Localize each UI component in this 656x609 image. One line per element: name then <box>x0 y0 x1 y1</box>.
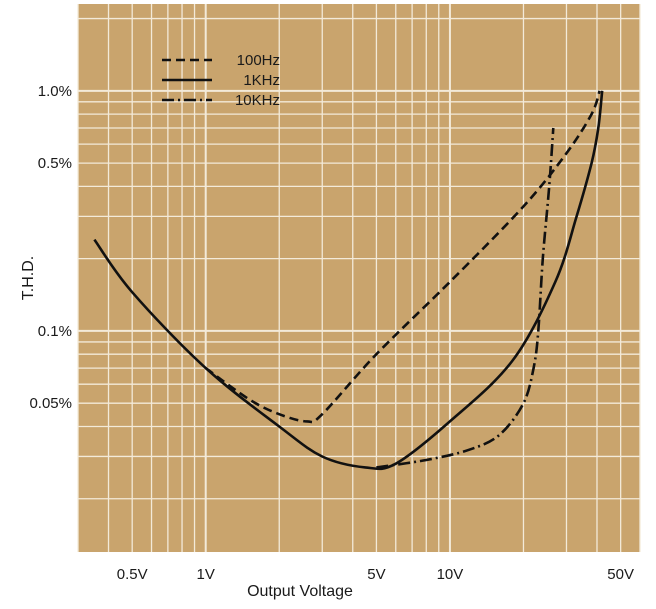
y-tick-label: 0.1% <box>38 323 72 340</box>
x-tick-label: 1V <box>197 566 215 583</box>
series-group <box>93 90 604 471</box>
legend-label-10khz: 10KHz <box>235 92 280 109</box>
grid <box>77 4 641 552</box>
y-axis-title: T.H.D. <box>20 256 37 300</box>
series-line-100hz <box>204 90 601 424</box>
series-line-1khz <box>93 90 604 471</box>
y-tick-label: 1.0% <box>38 83 72 100</box>
x-tick-label: 5V <box>367 566 385 583</box>
legend-label-100hz: 100Hz <box>237 52 280 69</box>
y-tick-label: 0.05% <box>29 395 72 412</box>
legend-label-1khz: 1KHz <box>243 72 280 89</box>
x-axis-title: Output Voltage <box>247 583 353 600</box>
y-tick-label: 0.5% <box>38 155 72 172</box>
series-line-10khz <box>376 127 555 469</box>
x-tick-label: 50V <box>607 566 634 583</box>
y-axis-ticks: 1.0% 0.5% 0.1% 0.05% <box>29 83 72 412</box>
x-axis-ticks: 0.5V 1V 5V 10V 50V <box>117 566 634 583</box>
x-tick-label: 10V <box>437 566 464 583</box>
x-tick-label: 0.5V <box>117 566 148 583</box>
legend: 100Hz 1KHz 10KHz <box>162 52 280 109</box>
plot-area <box>78 4 640 552</box>
